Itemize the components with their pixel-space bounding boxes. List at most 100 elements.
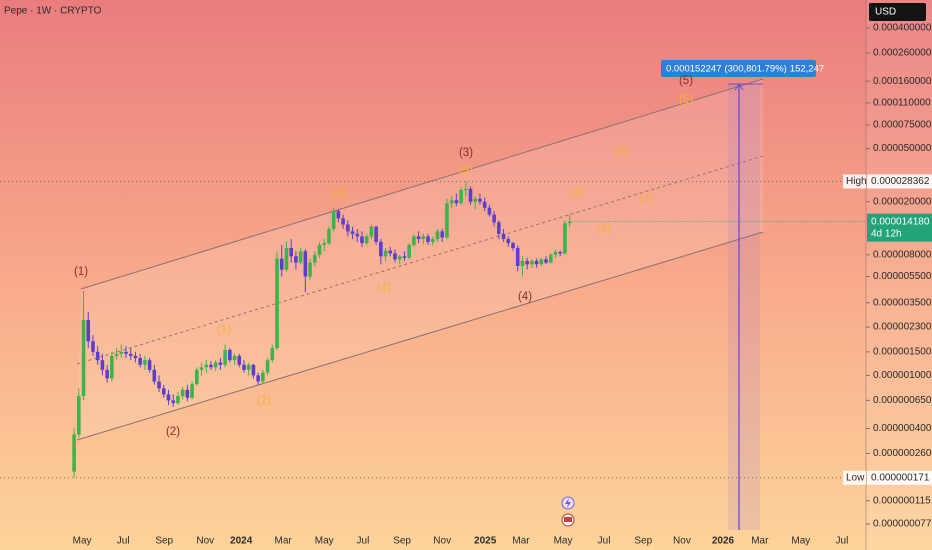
- candle-body: [346, 224, 350, 232]
- lightning-icon: [565, 498, 571, 508]
- wave-label: (4): [518, 291, 532, 303]
- candle-body: [91, 341, 95, 352]
- candle-body: [449, 200, 454, 204]
- y-tick-label: 0.000050000: [873, 143, 932, 154]
- candle-body: [246, 364, 251, 370]
- candle-body: [312, 254, 317, 263]
- y-tick-label: 0.000110000: [873, 98, 931, 109]
- candle-body: [430, 239, 435, 242]
- low-value: 0.000000171: [871, 472, 930, 483]
- candle-body: [284, 248, 289, 270]
- candle-body: [478, 198, 482, 202]
- candle-body: [563, 223, 567, 254]
- candle-body: [440, 231, 445, 238]
- candle-body: [355, 233, 360, 237]
- candle-body: [331, 211, 336, 229]
- wave-label: (1): [217, 324, 231, 336]
- candle-body: [544, 259, 548, 263]
- wave-label: (2): [597, 223, 611, 235]
- target-tooltip: [661, 60, 816, 78]
- x-tick-label: Jul: [117, 536, 130, 547]
- currency-box[interactable]: [869, 3, 926, 21]
- candle-body: [308, 262, 312, 277]
- candle-body: [152, 369, 157, 382]
- channel-lower: [76, 231, 764, 441]
- y-tick-label: 0.000008000: [873, 249, 932, 260]
- high-value: 0.000028362: [871, 176, 930, 187]
- x-tick-label: Nov: [196, 536, 214, 547]
- candle-body: [416, 236, 421, 240]
- candle-body: [213, 362, 218, 368]
- high-value-box: [867, 174, 932, 189]
- candle-body: [397, 256, 402, 260]
- candle-body: [72, 434, 76, 472]
- x-tick-label: Mar: [275, 536, 293, 547]
- candle-body: [383, 250, 388, 257]
- flag-stripes: [564, 517, 572, 522]
- candle-body: [369, 226, 374, 237]
- candle-body: [251, 364, 256, 376]
- candle-body: [497, 222, 501, 234]
- candle-body: [379, 241, 383, 257]
- x-tick-label: Nov: [433, 536, 451, 547]
- candle-body: [530, 260, 534, 265]
- wave-label: (1): [570, 187, 584, 199]
- candle-body: [421, 236, 426, 240]
- candle-body: [275, 258, 279, 349]
- y-tick-label: 0.000001000: [873, 370, 932, 381]
- high-name-box: [843, 174, 866, 189]
- low-name-box: [843, 470, 866, 485]
- candle-body: [412, 236, 416, 245]
- candle-body: [124, 351, 128, 354]
- candle-body: [435, 231, 440, 240]
- y-tick-label: 0.000000650: [873, 395, 932, 406]
- low-name: Low: [846, 472, 865, 483]
- candle-body: [190, 384, 194, 398]
- x-tick-label: Sep: [393, 536, 411, 547]
- candle-body: [567, 221, 572, 224]
- wave-label: (2): [166, 426, 180, 438]
- y-tick-label: 0.000000077: [873, 519, 932, 530]
- candle-body: [515, 248, 520, 266]
- candle-body: [138, 357, 142, 365]
- candle-body: [506, 239, 511, 244]
- wave-label: (2): [257, 395, 271, 407]
- wave-label: (4): [639, 193, 653, 205]
- candle-body: [393, 253, 397, 260]
- y-tick-label: 0.000000115: [873, 495, 931, 506]
- currency[interactable]: USD: [875, 7, 896, 18]
- x-tick-label: Mar: [751, 536, 769, 547]
- x-tick-label: Sep: [155, 536, 173, 547]
- candle-body: [228, 349, 232, 361]
- candle-body: [317, 244, 322, 255]
- x-tick-label: Sep: [634, 536, 652, 547]
- candle-body: [553, 252, 558, 255]
- candle-body: [180, 389, 185, 397]
- candle-body: [157, 381, 161, 389]
- candle-body: [237, 355, 242, 365]
- channel-fill: [77, 79, 763, 440]
- candle-body: [209, 364, 213, 368]
- candle-body: [232, 355, 237, 361]
- candle-body: [341, 218, 345, 225]
- candle-body: [327, 228, 331, 244]
- channel-upper: [80, 78, 764, 290]
- candle-body: [171, 400, 175, 404]
- x-tick-label: Nov: [673, 536, 691, 547]
- low-value-box: [867, 470, 932, 485]
- wave-label: (3): [615, 146, 629, 158]
- target-tooltip-text: 0.000152247 (300,801.79%) 152,247: [666, 63, 824, 74]
- x-tick-label: 2025: [474, 536, 497, 547]
- candle-body: [336, 211, 341, 219]
- projection-arrow: [734, 83, 744, 91]
- candle-body: [364, 236, 369, 244]
- candle-body: [445, 203, 449, 238]
- x-tick-label: May: [791, 536, 810, 547]
- candle-body: [402, 256, 407, 258]
- candle-body: [199, 367, 204, 370]
- y-tick-label: 0.000005500: [873, 271, 932, 282]
- price-axis-panel: [866, 0, 932, 550]
- candle-body: [407, 244, 411, 258]
- wave-label: (3): [459, 147, 473, 159]
